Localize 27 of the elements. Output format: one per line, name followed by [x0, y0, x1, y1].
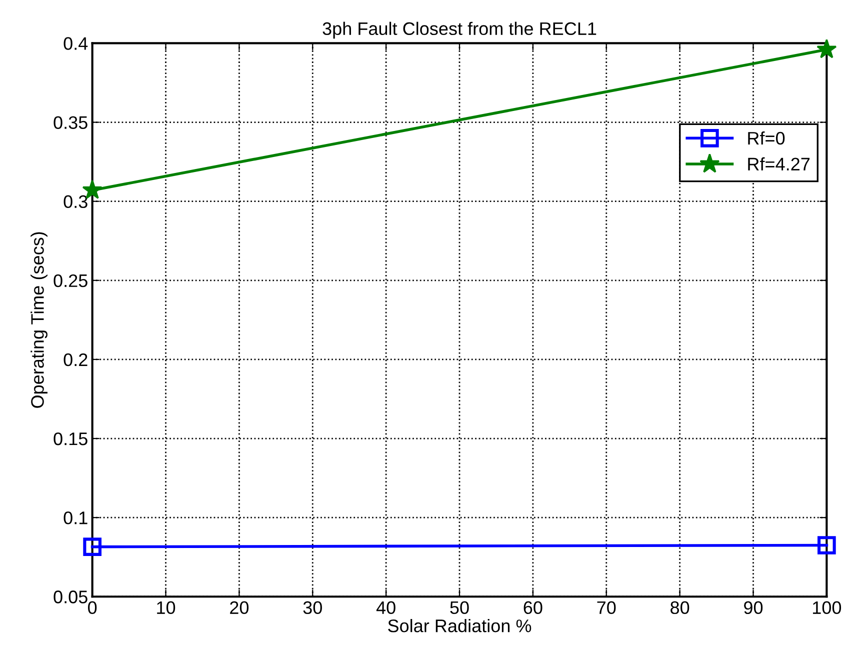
x-axis-title: Solar Radiation %	[388, 619, 532, 632]
y-tick-label: 0.15	[54, 432, 88, 446]
y-axis-title: Operating Time (secs)	[30, 232, 48, 408]
point	[818, 536, 836, 554]
x-tick-label: 70	[597, 601, 616, 614]
y-tick-label: 0.25	[54, 274, 88, 288]
x-tick-label: 80	[670, 601, 690, 614]
point	[816, 38, 837, 58]
y-tick-label: 0.3	[64, 195, 88, 208]
x-tick-label: 90	[744, 601, 763, 614]
chart-title: 3ph Fault Closest from the RECL1	[322, 22, 596, 39]
y-tick-label: 0.05	[54, 590, 88, 604]
x-tick-label: 30	[303, 601, 322, 614]
point	[83, 538, 102, 556]
legend-label: Rf=0	[748, 131, 785, 145]
y-tick-label: 0.2	[64, 353, 88, 366]
y-tick-label: 0.35	[54, 116, 88, 129]
x-tick-label: 100	[812, 601, 842, 614]
x-tick-label: 10	[157, 601, 176, 614]
x-tick-label: 50	[450, 601, 469, 614]
x-tick-label: 60	[524, 601, 542, 614]
y-tick-label: 0.4	[64, 37, 88, 50]
x-tick-label: 40	[376, 601, 396, 614]
x-tick-label: 0	[88, 601, 97, 614]
legend-label: Rf=4.27	[748, 157, 810, 170]
y-tick-label: 0.1	[64, 512, 88, 524]
x-tick-label: 20	[230, 601, 249, 614]
